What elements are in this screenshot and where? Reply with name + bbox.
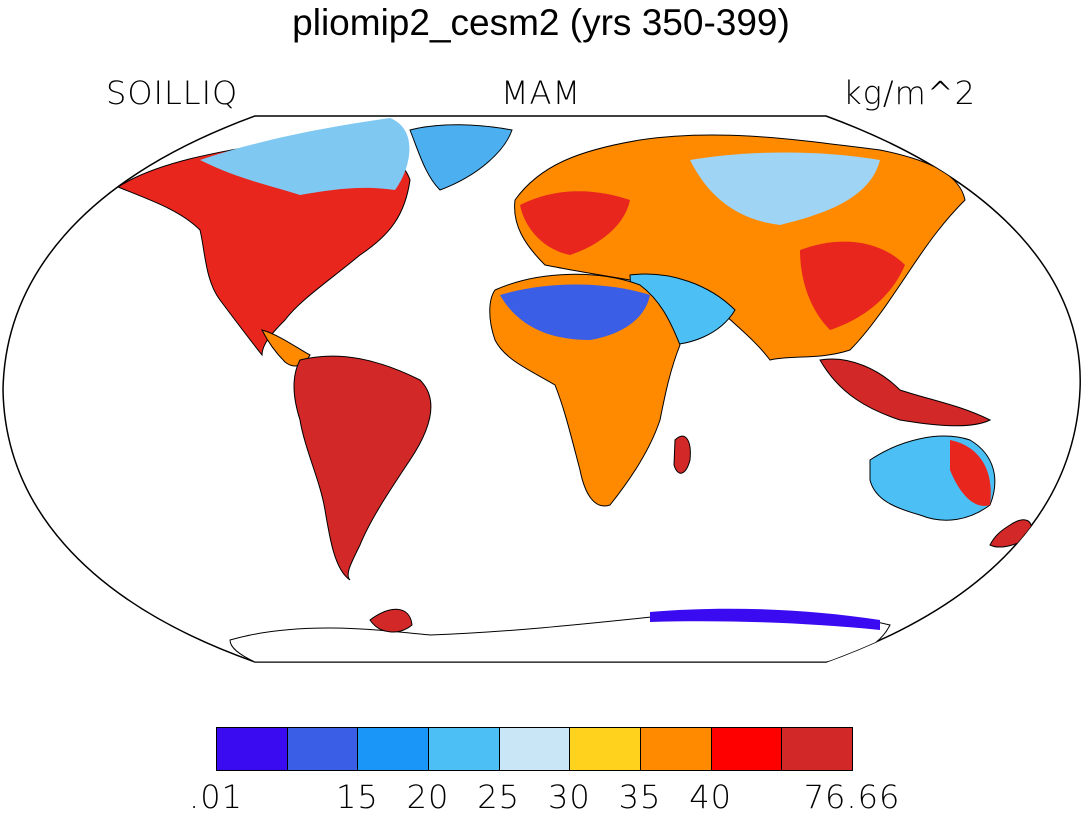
colorbar-box — [569, 727, 641, 771]
variable-label: SOILLIQ — [106, 74, 239, 112]
land-canada-north — [200, 118, 410, 195]
land-southeast-asia — [819, 358, 992, 427]
colorbar-tick-label: 30 — [547, 778, 591, 816]
land-greenland — [409, 124, 513, 191]
colorbar-box — [428, 727, 500, 771]
season-label: MAM — [500, 74, 582, 112]
land-sahara — [500, 284, 650, 340]
colorbar-box — [710, 727, 783, 771]
colorbar-box — [498, 727, 571, 771]
land-china-wet — [800, 241, 905, 330]
colorbar-box — [216, 727, 288, 771]
land-africa — [489, 273, 681, 507]
map-title: pliomip2_cesm2 (yrs 350-399) — [292, 2, 790, 43]
colorbar-tick-label: 76.66 — [803, 778, 901, 816]
land-antarctica-edge — [650, 608, 880, 630]
land-australia-east — [950, 440, 991, 506]
colorbar-tick-label: 25 — [477, 778, 521, 816]
colorbar-tick-label: 20 — [406, 778, 450, 816]
land-siberia-cool — [690, 152, 880, 225]
land-europe-wet — [520, 191, 630, 255]
colorbar-tick-label: .01 — [189, 778, 243, 816]
colorbar-box — [286, 727, 359, 771]
land-antarctic-peninsula — [369, 608, 413, 633]
land-madagascar — [673, 435, 691, 474]
colorbar-box — [640, 727, 712, 771]
land-south-america — [293, 355, 432, 581]
colorbar — [216, 727, 853, 771]
colorbar-tick-label: 15 — [335, 778, 379, 816]
colorbar-box — [781, 727, 853, 771]
colorbar-box — [357, 727, 429, 771]
colorbar-tick-label: 35 — [618, 778, 662, 816]
colorbar-tick-label: 40 — [689, 778, 733, 816]
units-label: kg/m^2 — [843, 74, 976, 112]
